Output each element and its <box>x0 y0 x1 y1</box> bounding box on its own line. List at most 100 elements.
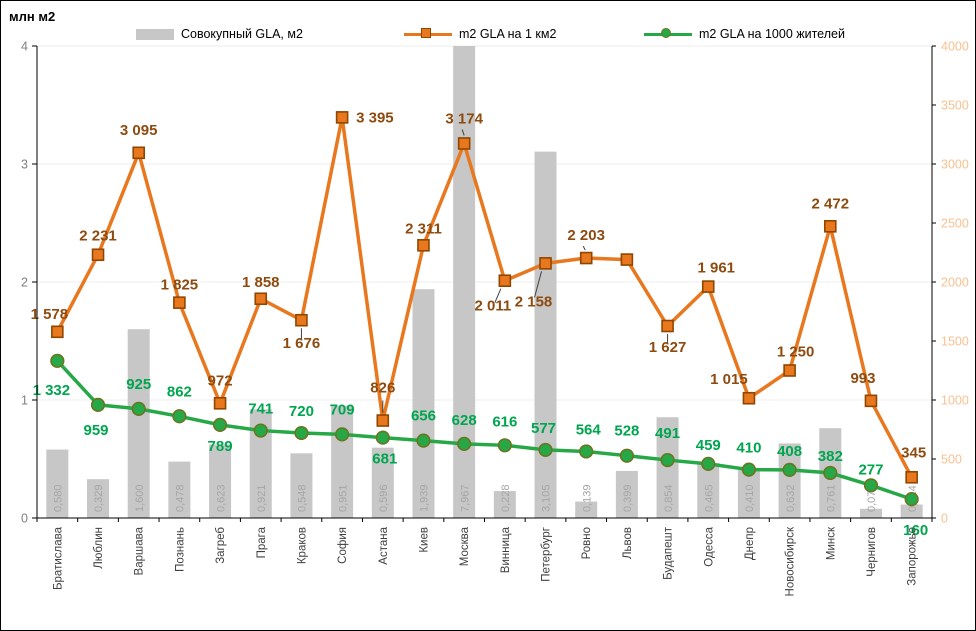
green-line-circle-swatch-icon <box>644 27 692 41</box>
x-axis-label: Москва <box>459 526 471 566</box>
bar <box>656 417 679 518</box>
bar-value-label: 0,465 <box>703 484 715 512</box>
bar-value-label: 0,921 <box>256 484 268 512</box>
green-data-label: 681 <box>372 451 397 468</box>
right-axis-tick-label: 0 <box>941 512 948 526</box>
bar-value-label: 0,596 <box>378 484 390 512</box>
green-line <box>56 359 913 501</box>
x-axis-label: Минск <box>825 526 837 560</box>
left-axis-unit-label: млн м2 <box>9 9 56 24</box>
x-axis-label: Братислава <box>52 526 64 590</box>
orange-data-label: 3 174 <box>445 110 483 127</box>
green-data-label: 277 <box>858 461 883 478</box>
bar-value-label: 0,632 <box>785 484 797 512</box>
orange-square-marker <box>457 137 471 150</box>
bar <box>127 329 150 518</box>
green-circle-marker <box>904 492 919 507</box>
left-axis-tick-label: 0 <box>21 512 28 526</box>
bar-value-label: 0,228 <box>500 484 512 512</box>
bar-value-label: 7,967 <box>459 484 471 512</box>
orange-data-label: 2 203 <box>567 227 605 244</box>
orange-square-marker <box>376 414 390 427</box>
left-axis-tick-label: 2 <box>21 276 28 290</box>
bar <box>412 289 435 518</box>
x-axis-label: Загреб <box>215 527 227 564</box>
orange-square-marker <box>579 251 593 265</box>
bar-value-label: 0,410 <box>744 484 756 512</box>
green-data-labels: 1 332 959 925 862 789 741 720 709 681 656 628 616 57… <box>33 376 929 539</box>
orange-data-label: 2 472 <box>812 195 850 212</box>
x-axis-label: София <box>337 527 349 564</box>
orange-square-marker <box>51 325 64 339</box>
green-circle-marker <box>457 436 472 451</box>
orange-data-label: 1 578 <box>31 306 69 323</box>
legend-label-gla-per-1000: m2 GLA на 1000 жителей <box>699 27 845 41</box>
bar <box>371 447 394 518</box>
green-data-label: 616 <box>492 413 517 430</box>
green-circle-marker <box>538 442 553 458</box>
orange-data-labels: 1 578 2 231 3 095 1 825 972 1 858 1 676 3 395 82… <box>31 109 927 461</box>
bar-value-label: 0,580 <box>53 484 65 512</box>
gray-bar-swatch-icon <box>136 28 174 40</box>
bar <box>290 453 313 518</box>
orange-data-label: 345 <box>901 444 926 461</box>
green-circle-marker <box>416 433 431 448</box>
bar-value-label: 0,139 <box>581 484 593 512</box>
x-axis-label: Люблин <box>93 527 105 569</box>
green-circle-marker <box>50 353 65 368</box>
legend-item-total-gla: Совокупный GLA, м2 <box>136 25 303 43</box>
x-axis-label: Ровно <box>581 527 593 559</box>
green-circle-marker <box>335 427 350 442</box>
right-axis-tick-label: 500 <box>941 453 962 467</box>
legend-item-gla-per-1000: m2 GLA на 1000 жителей <box>644 25 845 43</box>
orange-line-series <box>51 111 918 484</box>
bar <box>737 469 760 518</box>
green-data-label: 628 <box>452 412 477 429</box>
orange-data-label: 826 <box>370 380 395 397</box>
left-axis-tick-label: 1 <box>21 394 28 408</box>
bar-value-label: 0,623 <box>215 484 227 512</box>
bar-value-label: 1,600 <box>134 484 146 512</box>
x-axis-label: Краков <box>296 527 308 564</box>
bar <box>87 479 110 518</box>
bar <box>575 501 598 518</box>
x-axis-label: Одесса <box>703 526 715 566</box>
x-axis-label: Варшава <box>134 526 146 575</box>
green-data-label: 720 <box>289 403 314 420</box>
green-data-label: 408 <box>777 443 802 460</box>
orange-square-marker <box>295 313 308 327</box>
green-data-label: 382 <box>818 448 843 465</box>
green-data-label: 656 <box>411 408 436 425</box>
bar <box>168 461 191 518</box>
green-data-label: 1 332 <box>33 382 71 399</box>
orange-square-marker <box>498 274 512 288</box>
orange-square-marker <box>620 253 634 266</box>
orange-data-label: 2 011 <box>474 298 511 315</box>
bar <box>859 508 882 518</box>
orange-square-marker <box>864 394 878 408</box>
orange-data-label: 1 825 <box>161 277 199 294</box>
legend-item-gla-per-km2: m2 GLA на 1 км2 <box>404 25 556 43</box>
orange-data-label: 3 395 <box>356 109 394 126</box>
orange-square-marker <box>132 146 146 160</box>
x-axis-label: Познань <box>174 527 186 572</box>
green-circle-marker <box>90 397 106 412</box>
green-circle-marker <box>212 417 228 432</box>
green-circle-marker <box>375 430 390 445</box>
orange-data-label: 993 <box>850 370 875 387</box>
bar-value-label: 3,105 <box>541 484 553 512</box>
green-circle-marker <box>823 465 838 481</box>
x-axis-label: Прага <box>256 526 268 558</box>
green-circle-marker <box>172 409 187 424</box>
green-data-label: 160 <box>903 522 928 539</box>
bar <box>900 504 923 518</box>
orange-square-marker <box>701 280 715 293</box>
right-axis-tick-label: 3000 <box>941 158 969 172</box>
x-axis-label: Винница <box>500 526 512 573</box>
green-data-label: 959 <box>84 422 109 439</box>
orange-line-square-swatch-icon <box>404 27 452 41</box>
bar-value-label: 0,854 <box>663 484 675 512</box>
bar-value-label: 1,939 <box>419 484 431 512</box>
x-axis-label: Львов <box>622 527 634 559</box>
